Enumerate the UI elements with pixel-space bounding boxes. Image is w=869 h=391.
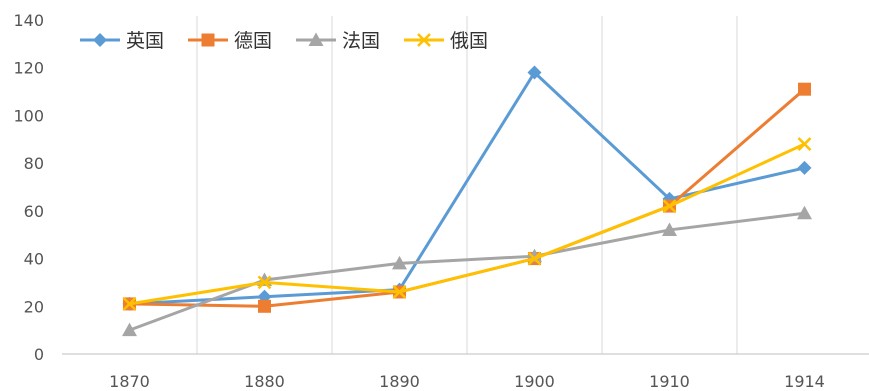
data-point-series-4 (122, 297, 137, 311)
legend-label: 俄国 (450, 30, 488, 52)
legend-label: 法国 (342, 30, 380, 52)
legend-marker (93, 33, 107, 47)
y-tick-label: 40 (24, 250, 44, 269)
x-tick-label: 1910 (649, 372, 690, 391)
data-point-series-2 (798, 82, 811, 96)
y-tick-label: 60 (24, 202, 44, 221)
y-tick-label: 120 (13, 59, 44, 78)
legend-marker (417, 33, 431, 47)
data-point-series-4-stroke (392, 285, 407, 299)
data-point-series-1 (797, 160, 812, 175)
data-point-series-4-stroke (122, 297, 137, 311)
data-point-series-4-stroke (662, 199, 677, 213)
series-line-4 (129, 142, 806, 306)
legend-marker-stroke (417, 33, 431, 47)
x-tick-label: 1900 (514, 372, 555, 391)
data-point-series-4 (662, 199, 677, 213)
legend-marker (201, 33, 215, 47)
data-point-series-2 (258, 299, 271, 313)
y-tick-label: 140 (13, 11, 44, 30)
y-tick-label: 80 (24, 154, 44, 173)
data-point-series-4-stroke (257, 275, 272, 290)
legend-label: 英国 (126, 30, 164, 52)
y-tick-label: 0 (34, 345, 44, 364)
x-tick-label: 1890 (379, 372, 420, 391)
legend-marker (308, 32, 324, 46)
x-tick-label: 1870 (109, 372, 150, 391)
data-point-series-4 (257, 275, 272, 290)
data-point-series-3 (392, 255, 407, 270)
x-tick-label: 1880 (244, 372, 285, 391)
data-point-series-3 (122, 322, 137, 337)
data-point-series-4-stroke (527, 251, 542, 266)
data-point-series-4-stroke (797, 137, 812, 151)
series-line-1 (129, 70, 805, 306)
x-tick-label: 1914 (784, 372, 825, 391)
data-point-series-4 (527, 251, 542, 266)
data-point-series-4 (797, 137, 812, 151)
y-tick-label: 100 (13, 106, 44, 125)
series-line-3 (128, 211, 805, 332)
data-point-series-1 (527, 65, 542, 80)
y-tick-label: 20 (24, 297, 44, 316)
legend-label: 德国 (234, 30, 272, 52)
data-point-series-4 (392, 285, 407, 299)
data-point-series-3 (797, 205, 812, 220)
data-point-series-3 (662, 222, 677, 236)
